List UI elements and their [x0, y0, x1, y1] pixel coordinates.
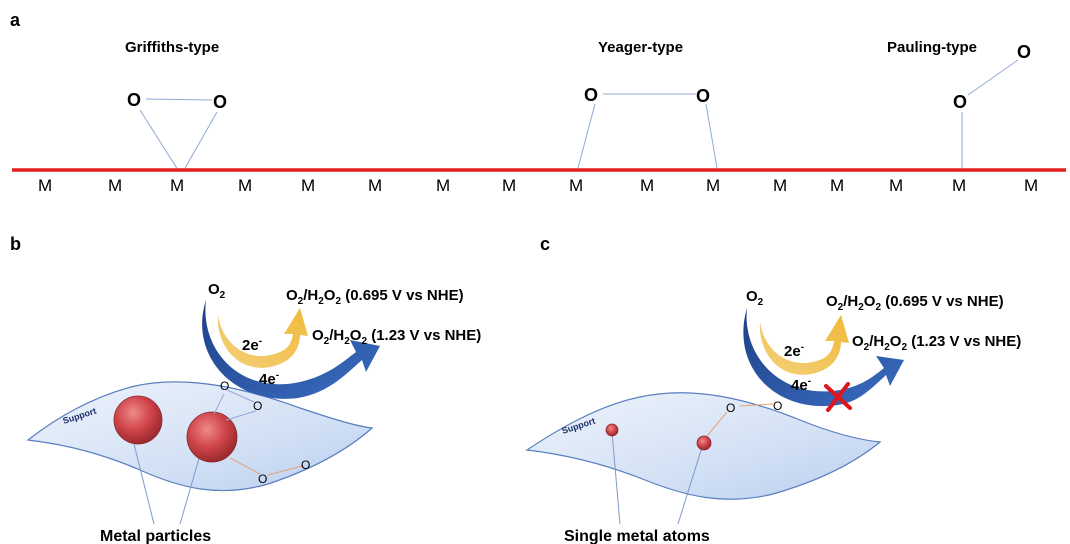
metal-atom: M	[502, 176, 516, 195]
metal-particle	[113, 395, 163, 445]
two-electron-label-b: 2e-	[242, 336, 262, 354]
blocked-pathway-cross-icon	[824, 382, 852, 412]
oxygen-atom: O	[301, 458, 310, 472]
griffiths-type-title: Griffiths-type	[125, 39, 219, 56]
panel-b-label: b	[10, 234, 21, 254]
metal-atom: M	[706, 176, 720, 195]
griffiths-oxygen-1: O	[127, 90, 141, 110]
two-electron-arrow-c	[759, 315, 849, 375]
o-o-bond	[226, 389, 255, 403]
product-h2o2-potential-c: O2/H2O2 (0.695 V vs NHE)	[826, 293, 1004, 313]
o-o-bond	[267, 465, 303, 476]
metal-atom: M	[889, 176, 903, 195]
four-electron-arrow-b	[202, 300, 380, 399]
griffiths-o-o-bond	[145, 98, 213, 101]
metal-atom: M	[238, 176, 252, 195]
yeager-type-title: Yeager-type	[598, 39, 683, 56]
metal-atom-row: M M M M M M M M M M M M M M M M	[38, 176, 1038, 195]
griffiths-m-o-bond-right	[183, 111, 218, 171]
metal-atom: M	[830, 176, 844, 195]
four-electron-label-c: 4e-	[791, 376, 811, 394]
leader-line	[179, 454, 201, 525]
product-h2o2-potential-b: O2/H2O2 (0.695 V vs NHE)	[286, 287, 464, 307]
pauling-type-title: Pauling-type	[887, 39, 977, 56]
m-o-bond	[706, 411, 728, 437]
metal-atom: M	[301, 176, 315, 195]
o2-reactant-b: O2	[208, 281, 226, 301]
caption-metal-particles: Metal particles	[100, 528, 211, 544]
panel-c-label: c	[540, 234, 550, 254]
m-o-bond	[213, 393, 225, 415]
yeager-oxygen-1: O	[584, 85, 598, 105]
two-electron-label-c: 2e-	[784, 342, 804, 360]
metal-atom: M	[640, 176, 654, 195]
panel-a: a Griffiths-type Yeager-type Pauling-typ…	[10, 10, 1066, 195]
caption-single-metal-atoms: Single metal atoms	[564, 528, 710, 544]
leader-line	[677, 443, 704, 525]
product-water-potential-b: O2/H2O2 (1.23 V vs NHE)	[312, 327, 481, 347]
metal-atom: M	[952, 176, 966, 195]
oxygen-atom: O	[773, 399, 782, 413]
pauling-oxygen-terminal: O	[1017, 42, 1031, 62]
panel-c: c Support O O O2 2e- 4e- O2/H2O2 (0.695 …	[525, 234, 1021, 544]
yeager-m-o-bond-right	[705, 103, 718, 169]
product-water-potential-c: O2/H2O2 (1.23 V vs NHE)	[852, 333, 1021, 353]
metal-atom: M	[38, 176, 52, 195]
m-o-bond	[229, 457, 261, 475]
single-metal-atom	[696, 435, 712, 451]
griffiths-oxygen-2: O	[213, 92, 227, 112]
leader-line	[132, 439, 155, 525]
oxygen-atom: O	[220, 379, 229, 393]
oxygen-atom: O	[253, 399, 262, 413]
metal-atom: M	[170, 176, 184, 195]
oxygen-atom: O	[726, 401, 735, 415]
four-electron-label-b: 4e-	[259, 370, 279, 388]
panel-b: b Support O O O O O2 2e- 4e- O2/H2O2 (0.…	[10, 234, 481, 544]
leader-line	[611, 431, 621, 525]
metal-atom: M	[108, 176, 122, 195]
two-electron-arrow-b	[217, 308, 308, 368]
four-electron-arrow-c	[743, 308, 904, 407]
yeager-m-o-bond-left	[577, 103, 596, 169]
metal-atom: M	[368, 176, 382, 195]
pauling-oxygen-bound: O	[953, 92, 967, 112]
m-o-bond	[225, 410, 257, 421]
metal-atom: M	[569, 176, 583, 195]
metal-atom: M	[1024, 176, 1038, 195]
metal-atom: M	[773, 176, 787, 195]
oxygen-atom: O	[258, 472, 267, 486]
yeager-oxygen-2: O	[696, 86, 710, 106]
metal-particle	[186, 411, 238, 463]
griffiths-m-o-bond-left	[139, 109, 179, 171]
single-metal-atom	[605, 423, 619, 437]
metal-atom: M	[436, 176, 450, 195]
panel-a-label: a	[10, 10, 21, 30]
o-o-bond	[738, 403, 774, 407]
o2-reactant-c: O2	[746, 288, 764, 308]
pauling-o-o-bond	[967, 59, 1019, 96]
